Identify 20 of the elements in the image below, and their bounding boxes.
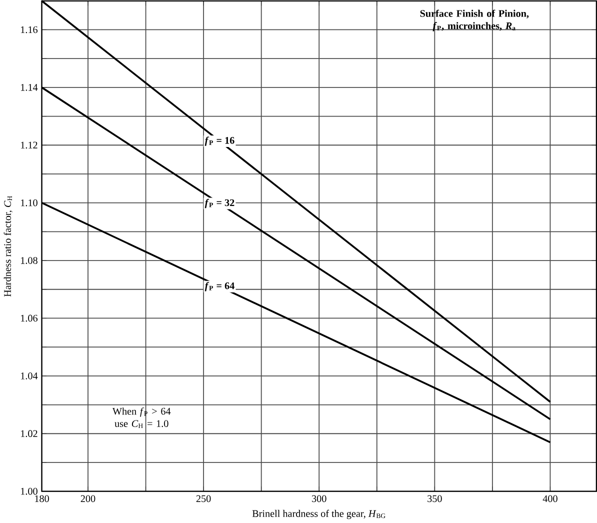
y-tick-label: 1.12 [21, 142, 38, 149]
y-tick-label: 1.06 [21, 314, 38, 322]
y-tick-label: 1.04 [21, 372, 38, 380]
y-tick-label: 1.00 [21, 488, 38, 495]
x-tick-label: 350 [428, 495, 442, 502]
series-label: f$_{P}$ = 64 [204, 282, 234, 292]
x-tick-label: 200 [80, 495, 96, 502]
series-label: f$_{P}$ = 32 [204, 198, 234, 208]
y-tick-label: 1.02 [21, 430, 38, 438]
y-axis-title: Hardness ratio factor, C$_{H}$ [4, 196, 12, 297]
y-tick-label: 1.14 [21, 84, 38, 91]
x-tick-label: 250 [196, 495, 211, 502]
y-tick-label: 1.16 [21, 26, 38, 34]
x-tick-label: 180 [35, 495, 49, 502]
y-tick-label: 1.10 [21, 199, 38, 206]
x-tick-label: 400 [542, 495, 558, 502]
x-axis-title: Brinell hardness of the gear, H$_{BG}$ [252, 510, 386, 520]
y-tick-label: 1.08 [21, 257, 38, 264]
x-tick-label: 300 [312, 495, 326, 502]
series-label: f$_{P}$ = 16 [204, 136, 234, 146]
